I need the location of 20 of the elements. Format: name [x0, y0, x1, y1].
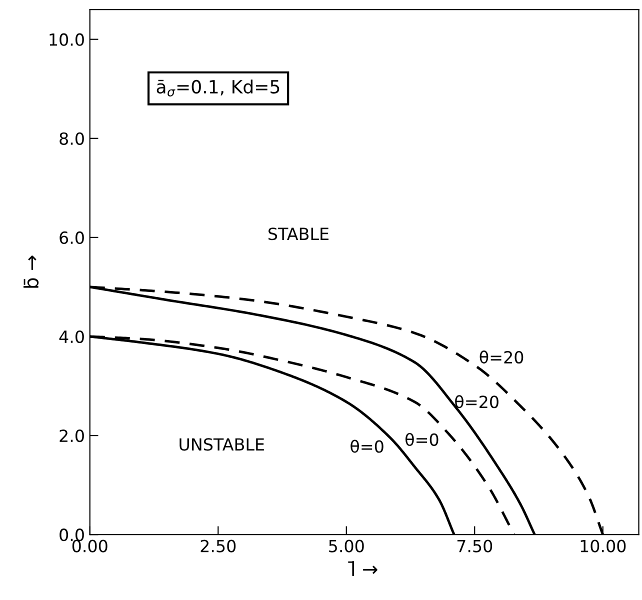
- x-axis-title: l̄ →: [348, 561, 378, 576]
- series-label: θ=0: [350, 440, 384, 453]
- x-tick-label: 7.50: [457, 540, 492, 552]
- annotation: STABLE: [268, 228, 328, 240]
- series-label: θ=20: [480, 350, 524, 364]
- y-tick-label: 8.0: [60, 132, 84, 145]
- y-tick-label: 6.0: [60, 231, 84, 244]
- series-label: θ=0: [406, 432, 438, 446]
- y-axis-title: b̄ →: [24, 256, 39, 288]
- annotation: ā$_{σ}$=0.1, Kd=5: [156, 80, 280, 96]
- annotation: UNSTABLE: [180, 438, 264, 451]
- y-tick-label: 0.0: [60, 528, 84, 542]
- y-tick-label: 4.0: [59, 330, 84, 344]
- series-label: θ=20: [455, 395, 498, 408]
- x-tick-label: 0.00: [72, 540, 108, 552]
- y-tick-label: 10.0: [50, 33, 84, 46]
- x-tick-label: 2.50: [200, 540, 236, 552]
- x-tick-label: 10.00: [580, 540, 626, 552]
- y-tick-label: 2.0: [60, 430, 84, 442]
- x-tick-label: 5.00: [329, 540, 364, 552]
